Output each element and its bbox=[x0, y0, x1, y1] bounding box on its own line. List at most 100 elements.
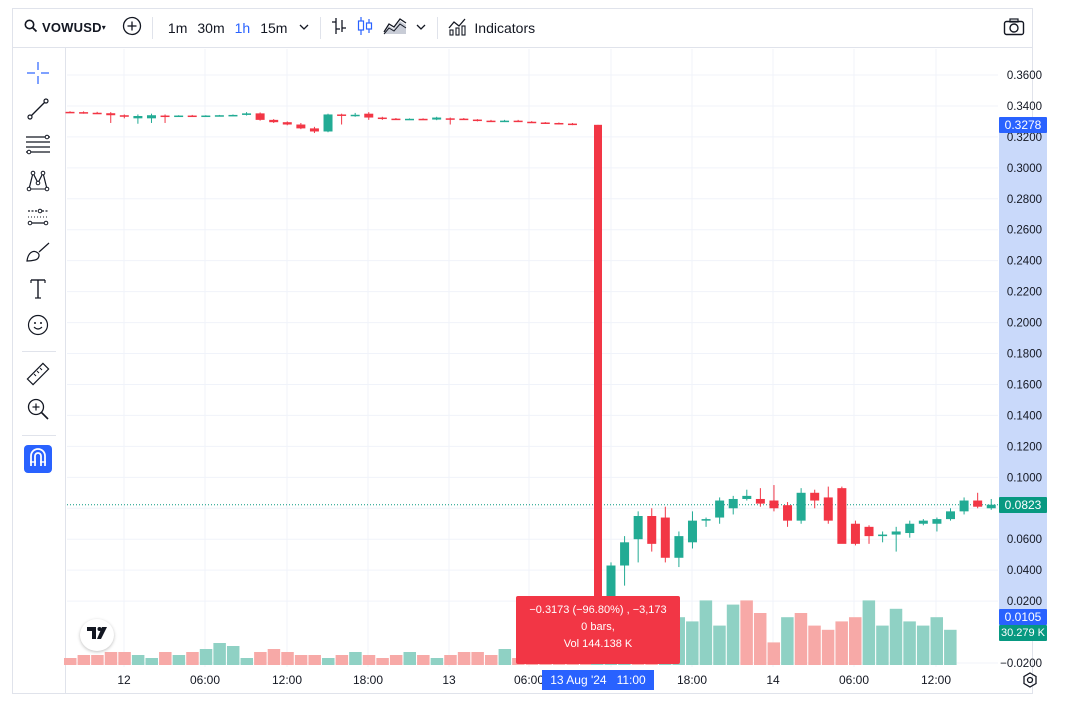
price-tick-label: 0.1600 bbox=[1007, 379, 1042, 391]
search-icon bbox=[24, 19, 42, 36]
candle-body bbox=[106, 113, 116, 116]
candles-icon bbox=[357, 16, 373, 39]
text-icon bbox=[27, 277, 49, 306]
measure-tool[interactable] bbox=[24, 362, 52, 390]
price-tick-label: 0.0400 bbox=[1007, 565, 1042, 577]
chevron-down-icon bbox=[415, 20, 427, 36]
volume-bar bbox=[753, 613, 767, 665]
candle-body bbox=[527, 121, 537, 124]
zoom-in-tool[interactable] bbox=[24, 397, 52, 425]
indicators-button[interactable]: Indicators bbox=[448, 8, 535, 47]
emoji-tool[interactable] bbox=[24, 313, 52, 341]
projection-tool[interactable] bbox=[24, 205, 52, 233]
top-toolbar: VOWUSD ▾ 1m 30m 1h 15m bbox=[12, 8, 1033, 48]
volume-bar bbox=[91, 655, 104, 665]
volume-bar bbox=[267, 649, 281, 665]
time-tick-label: 12 bbox=[117, 673, 131, 687]
magnet-mode-button[interactable] bbox=[24, 445, 52, 473]
brush-tool[interactable] bbox=[24, 241, 52, 269]
candle-body bbox=[878, 534, 888, 537]
candle-body bbox=[405, 118, 414, 121]
interval-30m[interactable]: 30m bbox=[197, 19, 225, 36]
text-tool[interactable] bbox=[24, 277, 52, 305]
interval-15m[interactable]: 15m bbox=[260, 19, 288, 36]
interval-1h[interactable]: 1h bbox=[234, 19, 251, 36]
volume-bar bbox=[77, 655, 91, 665]
volume-bar bbox=[403, 652, 416, 665]
volume-bar bbox=[362, 655, 376, 665]
candle-body bbox=[201, 115, 211, 118]
candle-body bbox=[79, 112, 89, 114]
volume-bar bbox=[376, 658, 389, 665]
volume-bar bbox=[916, 625, 930, 665]
candle-body bbox=[242, 113, 252, 115]
candle-body bbox=[513, 120, 523, 123]
candle-body bbox=[187, 115, 197, 118]
time-tick-label: 14 bbox=[766, 673, 780, 687]
bar-style-candles-button[interactable] bbox=[357, 8, 373, 47]
candle-body bbox=[146, 115, 156, 119]
chart-settings-button[interactable] bbox=[1022, 672, 1038, 693]
volume-bar bbox=[213, 643, 226, 665]
brush-icon bbox=[25, 241, 51, 270]
volume-bar bbox=[335, 655, 349, 665]
candle-body bbox=[309, 128, 319, 132]
measure-tooltip: −0.3173 (−96.80%) , −3,173 0 bars, Vol 1… bbox=[516, 596, 680, 664]
crosshair-time-label: 13 Aug '24 11:00 bbox=[542, 670, 654, 690]
price-tick-label: 0.1400 bbox=[1007, 410, 1042, 422]
trend-line-tool[interactable] bbox=[24, 97, 52, 125]
price-tick-label: 0.0200 bbox=[1007, 596, 1042, 608]
volume-bar bbox=[471, 652, 484, 665]
fib-retracement-tool[interactable] bbox=[24, 133, 52, 161]
screenshot-button[interactable] bbox=[1003, 17, 1025, 40]
zoom-in-icon bbox=[26, 397, 50, 426]
toolbar-divider bbox=[437, 16, 439, 39]
candle-body bbox=[796, 492, 806, 521]
candle-body bbox=[567, 123, 577, 126]
price-tick-label: 0.2200 bbox=[1007, 287, 1042, 299]
candle-body bbox=[810, 492, 820, 501]
candle-body bbox=[864, 526, 874, 537]
fib-retracement-icon bbox=[25, 133, 51, 162]
time-tick-label: 06:00 bbox=[514, 673, 544, 687]
trend-line-icon bbox=[26, 97, 50, 126]
candle-body bbox=[459, 118, 469, 121]
interval-dropdown[interactable] bbox=[298, 8, 310, 47]
candle-body bbox=[432, 117, 442, 120]
volume-bar bbox=[145, 658, 158, 665]
candle-body bbox=[783, 505, 793, 521]
candle-body bbox=[65, 111, 75, 114]
pattern-tool[interactable] bbox=[24, 169, 52, 197]
time-axis: 12 06:00 12:00 18:00 13 06:00 18:00 14 06:00 12:0… bbox=[117, 673, 951, 687]
magnet-icon bbox=[27, 446, 49, 473]
bar-style-bars-button[interactable] bbox=[331, 8, 347, 47]
candle-body bbox=[377, 117, 387, 120]
toolbar-divider bbox=[320, 16, 322, 39]
compare-symbol-button[interactable] bbox=[122, 8, 142, 47]
crosshair-tool[interactable] bbox=[24, 61, 52, 89]
chart-type-dropdown[interactable] bbox=[415, 8, 427, 47]
time-tick-label: 06:00 bbox=[839, 673, 869, 687]
candle-body bbox=[973, 500, 983, 507]
symbol-search[interactable]: VOWUSD ▾ bbox=[24, 8, 106, 47]
volume-bar bbox=[430, 658, 444, 665]
candle-body bbox=[323, 114, 333, 132]
projection-icon bbox=[26, 205, 50, 234]
price-tick-label: 0.1200 bbox=[1007, 441, 1042, 453]
candle-body bbox=[296, 124, 306, 129]
bar-style-area-button[interactable] bbox=[383, 8, 407, 47]
tradingview-logo[interactable] bbox=[80, 619, 114, 651]
area-chart-icon bbox=[383, 17, 407, 38]
price-tick-label: 0.3200 bbox=[1007, 132, 1042, 144]
interval-1m[interactable]: 1m bbox=[167, 19, 188, 36]
candle-body bbox=[350, 114, 360, 117]
toolbar-divider bbox=[151, 16, 153, 39]
indicators-icon bbox=[448, 16, 468, 39]
candle-body bbox=[472, 119, 482, 122]
candle-body bbox=[769, 500, 779, 509]
pattern-icon bbox=[26, 169, 50, 198]
volume-bar bbox=[686, 621, 699, 665]
volume-bar bbox=[862, 600, 876, 665]
candle-body bbox=[633, 516, 643, 540]
measure-bars: 0 bars, bbox=[581, 621, 615, 633]
